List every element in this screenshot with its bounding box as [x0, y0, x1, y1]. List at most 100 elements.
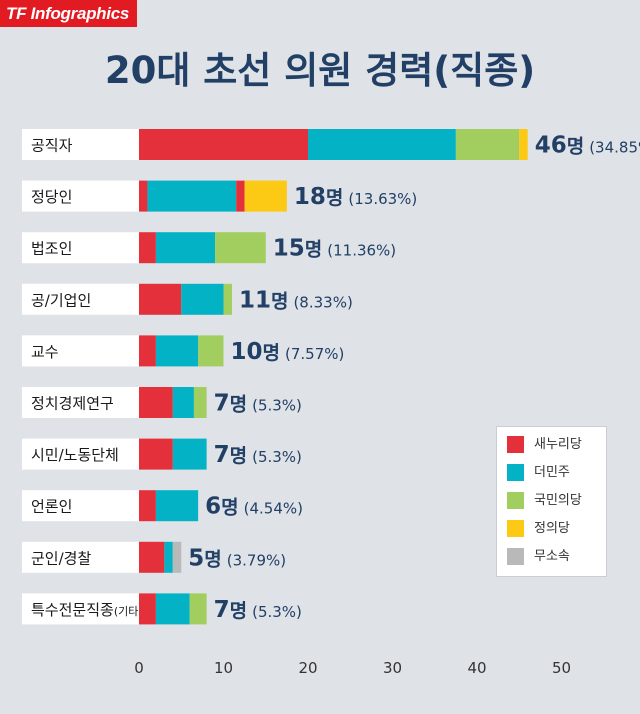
legend-item-minju: 더민주	[507, 464, 570, 482]
bar-segment	[139, 283, 182, 315]
chart-title: 20대 초선 의원 경력(직종)	[104, 49, 536, 92]
category-label-box	[22, 593, 139, 625]
value-unit: 명	[326, 187, 343, 209]
x-tick-label: 40	[467, 659, 486, 677]
x-tick-label: 30	[383, 659, 402, 677]
value-percent: (5.3%)	[252, 448, 302, 466]
bar-segment	[172, 541, 182, 573]
category-label-box	[22, 438, 139, 470]
bar-segment	[172, 438, 207, 470]
value-count: 7	[214, 442, 230, 468]
value-label: 7명 (5.3%)	[214, 442, 302, 468]
category-label: 언론인	[31, 498, 72, 516]
bar-segment	[455, 129, 520, 160]
value-unit: 명	[263, 342, 280, 364]
bar-segment	[223, 283, 232, 315]
value-unit: 명	[204, 548, 221, 570]
legend-swatch	[507, 492, 524, 509]
x-tick-label: 10	[214, 659, 233, 677]
legend-item-musosok: 무소속	[507, 548, 570, 566]
legend-label: 국민의당	[534, 493, 582, 508]
value-label: 11명 (8.33%)	[239, 287, 353, 313]
bar-segment	[181, 283, 224, 315]
legend-item-jeongui: 정의당	[507, 520, 570, 538]
legend-swatch	[507, 520, 524, 537]
legend-label: 더민주	[534, 465, 570, 480]
category-label: 정당인	[31, 188, 72, 206]
category-label-box	[22, 335, 139, 367]
category-label-box	[22, 129, 139, 160]
bar-segment	[198, 335, 224, 367]
bar-segment	[189, 593, 207, 625]
value-count: 5	[188, 545, 204, 571]
value-count: 18	[294, 184, 326, 210]
value-percent: (5.3%)	[252, 603, 302, 621]
value-unit: 명	[230, 445, 247, 467]
value-unit: 명	[567, 136, 584, 158]
bar-segment	[139, 180, 148, 212]
bar-segment	[236, 180, 245, 212]
category-suffix: (기타)	[114, 605, 143, 618]
value-count: 6	[205, 494, 221, 520]
category-label: 교수	[31, 343, 59, 361]
category-label-box	[22, 541, 139, 573]
bar-segment	[172, 387, 194, 418]
value-percent: (7.57%)	[285, 345, 344, 363]
value-percent: (4.54%)	[244, 500, 303, 518]
category-label: 공/기업인	[31, 291, 91, 309]
x-tick-label: 50	[552, 659, 571, 677]
value-label: 5명 (3.79%)	[188, 545, 286, 571]
bar-segment	[155, 335, 199, 367]
value-percent: (3.79%)	[227, 551, 286, 569]
bar-segment	[244, 180, 287, 212]
value-label: 7명 (5.3%)	[214, 391, 302, 417]
value-unit: 명	[221, 497, 238, 519]
value-unit: 명	[271, 290, 288, 312]
category-label: 군인/경찰	[31, 549, 91, 567]
category-label: 공직자	[31, 137, 73, 155]
bar-segment	[139, 129, 308, 160]
brand-badge: TF Infographics	[0, 0, 138, 27]
category-label: 정치경제연구	[31, 395, 114, 413]
x-tick-label: 0	[134, 659, 144, 677]
bar-segment	[155, 593, 190, 625]
category-label-box	[22, 180, 139, 212]
bar-segment	[147, 180, 237, 212]
legend-item-kookmin: 국민의당	[507, 492, 582, 510]
bar-segment	[139, 232, 156, 264]
legend-label: 새누리당	[534, 437, 582, 452]
category-label: 시민/노동단체	[31, 446, 119, 464]
bar-segment	[193, 387, 207, 418]
value-percent: (5.3%)	[252, 397, 302, 415]
bar-segment	[139, 541, 165, 573]
value-count: 7	[214, 391, 230, 417]
bar-segment	[139, 387, 173, 418]
legend-swatch	[507, 548, 524, 565]
category-label-box	[22, 283, 139, 315]
bar-segment	[215, 232, 266, 264]
value-percent: (11.36%)	[327, 242, 396, 260]
value-label: 7명 (5.3%)	[214, 597, 302, 623]
bar-segment	[164, 541, 173, 573]
value-percent: (34.85%)	[589, 139, 640, 157]
legend-label: 정의당	[534, 521, 570, 536]
value-count: 15	[273, 236, 305, 262]
value-count: 11	[239, 287, 271, 313]
bar-segment	[139, 490, 156, 522]
legend-swatch	[507, 436, 524, 453]
x-tick-label: 20	[298, 659, 317, 677]
category-label: 특수전문직종(기타)	[31, 601, 143, 619]
value-label: 10명 (7.57%)	[231, 339, 345, 365]
legend-swatch	[507, 464, 524, 481]
value-label: 15명 (11.36%)	[273, 236, 396, 262]
value-count: 7	[214, 597, 230, 623]
legend-label: 무소속	[534, 549, 570, 564]
value-unit: 명	[230, 600, 247, 622]
bar-segment	[139, 335, 156, 367]
value-count: 46	[535, 133, 567, 159]
bar-segment	[155, 490, 199, 522]
category-label-box	[22, 232, 139, 264]
value-label: 6명 (4.54%)	[205, 494, 303, 520]
legend-item-saenuri: 새누리당	[507, 436, 582, 454]
